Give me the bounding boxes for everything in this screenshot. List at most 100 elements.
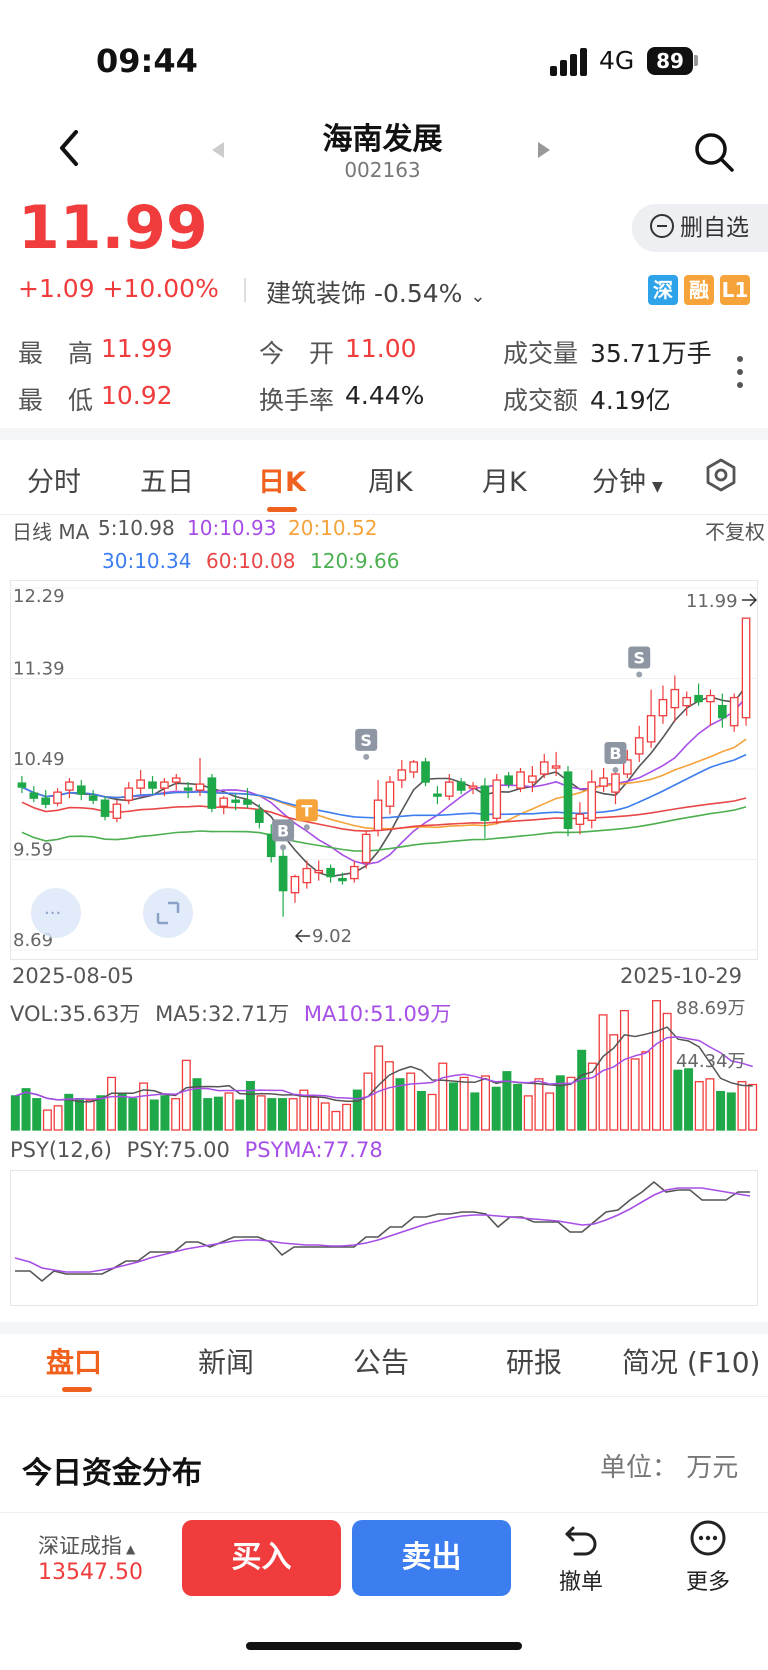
volume-bar <box>406 1072 416 1131</box>
volume-bar <box>705 1078 715 1131</box>
cellular-signal-icon <box>550 48 587 76</box>
volume-bar <box>107 1076 117 1131</box>
funds-unit: 单位： 万元 <box>600 1453 739 1483</box>
volume-bar <box>64 1093 74 1131</box>
fullscreen-button[interactable] <box>143 888 193 938</box>
open-value: 11.00 <box>345 334 417 363</box>
adjust-mode-button[interactable]: 不复权 <box>705 520 765 544</box>
date-end: 2025-10-29 <box>620 964 743 988</box>
volume-bar <box>352 1089 362 1131</box>
tab-minute[interactable]: 分钟 ▼ <box>592 460 663 499</box>
candle-body <box>444 781 454 797</box>
volume-bar <box>224 1092 234 1131</box>
volume-bar <box>630 1058 640 1131</box>
next-stock-icon[interactable] <box>536 140 552 160</box>
sector-link[interactable]: 建筑装饰 -0.54% ⌄ <box>266 274 485 310</box>
index-value: 13547.50 <box>38 1560 143 1585</box>
marker-dot <box>612 766 619 773</box>
vol-ma10: MA10:51.09万 <box>303 1002 452 1026</box>
back-arrow-icon[interactable] <box>52 126 86 170</box>
divider <box>244 278 246 302</box>
volume-bar <box>245 1081 255 1131</box>
marker-t[interactable] <box>295 799 318 822</box>
candle-body <box>53 791 62 804</box>
marker-label: S <box>633 648 645 667</box>
tab-five-day[interactable]: 五日 <box>140 467 194 498</box>
tab-announcements[interactable]: 公告 <box>353 1346 410 1379</box>
sell-button[interactable]: 卖出 <box>352 1520 511 1596</box>
level-tag: L1 <box>720 275 750 305</box>
more-button[interactable]: 更多 <box>668 1518 748 1596</box>
volume-label: 成交量 <box>503 339 579 368</box>
amount-label: 成交额 <box>503 386 579 415</box>
tab-research[interactable]: 研报 <box>506 1346 563 1379</box>
margin-tag: 融 <box>684 275 714 305</box>
low-label: 最 低 <box>18 386 94 415</box>
candle-body <box>670 688 680 709</box>
candle-body <box>266 833 276 858</box>
volume-bar <box>299 1089 309 1131</box>
candle-body <box>741 617 751 719</box>
candle-body <box>112 803 122 819</box>
marker-label: B <box>277 821 289 840</box>
candle-body <box>717 705 727 719</box>
volume-bar <box>416 1090 426 1131</box>
candle-body <box>456 781 466 791</box>
candle-body <box>682 696 692 707</box>
psy-chart[interactable] <box>10 1170 758 1306</box>
remove-watchlist-button[interactable]: 删自选 <box>632 204 768 252</box>
expand-icon <box>156 901 180 925</box>
volume-bar <box>448 1082 458 1131</box>
sector-name: 建筑装饰 <box>266 279 367 308</box>
search-icon[interactable] <box>692 130 736 174</box>
tab-monthly-k[interactable]: 月K <box>482 467 527 498</box>
volume-bar <box>267 1098 277 1131</box>
stock-name: 海南发展 <box>322 122 443 157</box>
index-name[interactable]: 深证成指 ▲ <box>38 1530 135 1560</box>
marker-dot <box>280 844 287 851</box>
prev-stock-icon[interactable] <box>210 140 226 160</box>
marker-b[interactable] <box>604 741 627 764</box>
candle-body <box>729 696 739 727</box>
candle-body <box>634 737 644 755</box>
candle-body <box>136 779 145 789</box>
ma60-value: 60:10.08 <box>206 549 296 573</box>
max-arrow-icon <box>742 593 758 607</box>
more-vertical-icon[interactable] <box>736 355 744 389</box>
volume-bar <box>96 1095 106 1131</box>
ma60-line <box>21 797 747 832</box>
tab-order-book[interactable]: 盘口 <box>46 1346 103 1379</box>
tab-minute-label: 分钟 <box>592 467 646 498</box>
marker-b[interactable] <box>272 819 295 842</box>
chart-more-button[interactable] <box>31 888 81 938</box>
tab-intraday[interactable]: 分时 <box>27 467 81 498</box>
y-tick-label: 11.39 <box>13 659 65 680</box>
volume-bar <box>384 1061 394 1131</box>
marker-label: S <box>360 731 372 750</box>
volume-chart[interactable]: 88.69万 44.34万 <box>10 995 758 1135</box>
cancel-order-button[interactable]: 撤单 <box>541 1518 621 1596</box>
candle-body <box>326 867 335 878</box>
volume-bar <box>395 1078 405 1131</box>
marker-s[interactable] <box>628 646 651 669</box>
tab-profile[interactable]: 简况 (F10) <box>622 1346 761 1379</box>
sector-change: -0.54% <box>373 279 463 308</box>
candle-body <box>397 769 407 781</box>
settings-hexagon-icon[interactable] <box>704 458 738 492</box>
amount-value: 4.19亿 <box>590 386 671 415</box>
tab-daily-k[interactable]: 日K <box>258 467 306 498</box>
candle-body <box>575 813 585 825</box>
undo-icon <box>565 1526 597 1556</box>
candle-body <box>171 777 181 783</box>
y-tick-label: 8.69 <box>13 930 53 951</box>
volume-bar <box>577 1049 587 1131</box>
tab-weekly-k[interactable]: 周K <box>368 467 413 498</box>
buy-button[interactable]: 买入 <box>182 1520 341 1596</box>
marker-dot <box>363 753 370 760</box>
candle-body <box>599 777 608 787</box>
marker-s[interactable] <box>355 728 378 751</box>
ma-prefix: 日线 MA <box>12 520 90 544</box>
tab-news[interactable]: 新闻 <box>198 1346 255 1379</box>
candle-body <box>17 782 27 788</box>
